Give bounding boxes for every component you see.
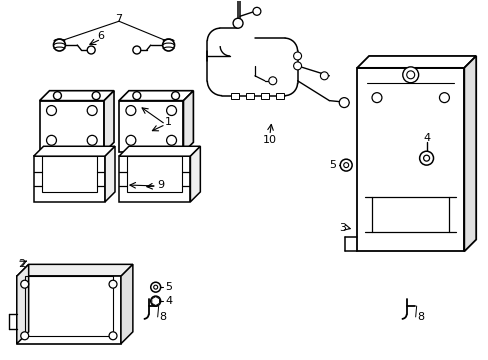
Circle shape bbox=[406, 71, 414, 79]
Bar bbox=[40, 100, 104, 152]
Circle shape bbox=[371, 93, 381, 103]
Text: 5: 5 bbox=[328, 160, 336, 170]
Circle shape bbox=[150, 282, 161, 292]
Polygon shape bbox=[151, 297, 159, 306]
Circle shape bbox=[166, 105, 176, 116]
Bar bbox=[17, 276, 121, 344]
Text: 2: 2 bbox=[18, 259, 25, 269]
Text: 3: 3 bbox=[338, 222, 345, 233]
Circle shape bbox=[87, 46, 95, 54]
Circle shape bbox=[293, 52, 301, 60]
Circle shape bbox=[109, 280, 117, 288]
Circle shape bbox=[87, 105, 97, 116]
Bar bbox=[34, 156, 105, 202]
Circle shape bbox=[53, 92, 61, 100]
Polygon shape bbox=[40, 91, 114, 100]
Polygon shape bbox=[119, 91, 193, 100]
Circle shape bbox=[252, 7, 260, 15]
Bar bbox=[356, 68, 463, 251]
Polygon shape bbox=[17, 264, 133, 276]
Circle shape bbox=[293, 62, 301, 70]
Circle shape bbox=[163, 39, 174, 51]
Bar bbox=[119, 156, 190, 202]
Circle shape bbox=[46, 105, 56, 116]
Circle shape bbox=[268, 77, 276, 85]
Text: 8: 8 bbox=[159, 312, 166, 322]
Circle shape bbox=[20, 332, 29, 340]
Circle shape bbox=[150, 296, 161, 306]
Polygon shape bbox=[463, 56, 475, 251]
Bar bbox=[41, 156, 97, 192]
Polygon shape bbox=[105, 146, 115, 202]
Circle shape bbox=[126, 105, 136, 116]
Text: 4: 4 bbox=[422, 133, 429, 143]
Circle shape bbox=[339, 98, 348, 108]
Circle shape bbox=[87, 135, 97, 145]
Circle shape bbox=[439, 93, 448, 103]
Text: 1: 1 bbox=[165, 117, 172, 127]
Circle shape bbox=[20, 280, 29, 288]
Bar bbox=[127, 156, 182, 192]
Polygon shape bbox=[34, 146, 115, 156]
Text: 7: 7 bbox=[115, 14, 122, 24]
Polygon shape bbox=[190, 146, 200, 202]
Circle shape bbox=[46, 135, 56, 145]
Circle shape bbox=[320, 72, 327, 80]
Circle shape bbox=[171, 92, 179, 100]
Circle shape bbox=[343, 163, 348, 168]
Circle shape bbox=[109, 332, 117, 340]
Bar bbox=[245, 93, 253, 99]
Circle shape bbox=[340, 159, 351, 171]
Polygon shape bbox=[104, 91, 114, 152]
Bar bbox=[231, 93, 239, 99]
Circle shape bbox=[419, 151, 433, 165]
Polygon shape bbox=[183, 91, 193, 152]
Circle shape bbox=[166, 135, 176, 145]
Text: 10: 10 bbox=[262, 135, 276, 145]
Circle shape bbox=[423, 155, 428, 161]
Circle shape bbox=[133, 92, 141, 100]
Polygon shape bbox=[17, 264, 29, 344]
Bar bbox=[119, 100, 183, 152]
Circle shape bbox=[153, 285, 157, 289]
Bar bbox=[260, 93, 268, 99]
Circle shape bbox=[92, 92, 100, 100]
Text: 8: 8 bbox=[416, 312, 423, 322]
Bar bbox=[275, 93, 283, 99]
Text: 4: 4 bbox=[164, 296, 172, 306]
Polygon shape bbox=[119, 146, 200, 156]
Circle shape bbox=[126, 135, 136, 145]
Text: 6: 6 bbox=[98, 31, 104, 41]
Polygon shape bbox=[121, 264, 133, 344]
Circle shape bbox=[233, 18, 243, 28]
Circle shape bbox=[402, 67, 418, 83]
Circle shape bbox=[53, 39, 65, 51]
Circle shape bbox=[133, 46, 141, 54]
Bar bbox=[25, 276, 113, 336]
Text: 9: 9 bbox=[157, 180, 164, 190]
Text: 5: 5 bbox=[165, 282, 172, 292]
Polygon shape bbox=[356, 56, 475, 68]
